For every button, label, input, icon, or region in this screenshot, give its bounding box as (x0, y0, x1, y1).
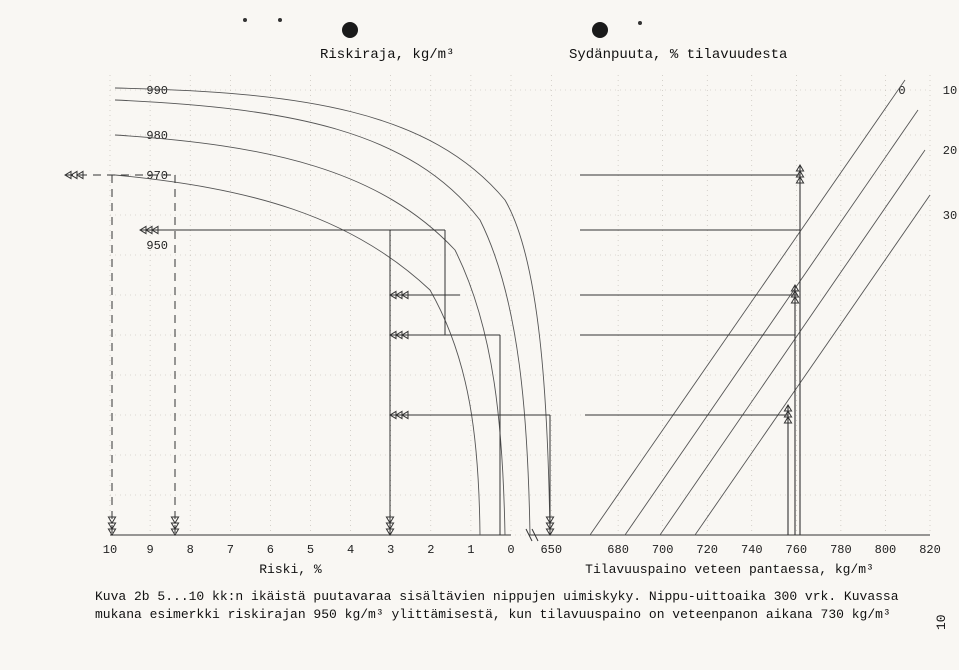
y-label-right: 0 (898, 84, 905, 98)
dot (278, 18, 282, 22)
title-left: Riskiraja, kg/m³ (320, 47, 454, 63)
x-tick-right: 760 (786, 543, 808, 557)
punch-hole (342, 22, 358, 38)
x-tick-left: 10 (103, 543, 117, 557)
x-tick-right: 650 (540, 543, 562, 557)
title-right: Sydänpuuta, % tilavuudesta (569, 47, 787, 63)
y-label-left: 990 (146, 84, 168, 98)
x-tick-right: 740 (741, 543, 763, 557)
x-tick-right: 700 (652, 543, 674, 557)
y-label-left: 980 (146, 129, 168, 143)
x-tick-left: 1 (467, 543, 474, 557)
x-tick-right: 800 (875, 543, 897, 557)
x-tick-right: 820 (919, 543, 941, 557)
y-label-right: 10 (943, 84, 957, 98)
y-label-right: 30 (943, 209, 957, 223)
x-tick-left: 7 (227, 543, 234, 557)
x-tick-left: 4 (347, 543, 354, 557)
caption-line: Kuva 2b 5...10 kk:n ikäistä puutavaraa s… (95, 589, 899, 604)
x-tick-right: 780 (830, 543, 852, 557)
x-tick-right: 720 (696, 543, 718, 557)
x-tick-left: 3 (387, 543, 394, 557)
x-tick-left: 0 (507, 543, 514, 557)
x-tick-left: 5 (307, 543, 314, 557)
x-label-right: Tilavuuspaino veteen pantaessa, kg/m³ (585, 562, 874, 577)
page-number: 10 (934, 614, 949, 630)
x-tick-right: 680 (607, 543, 629, 557)
x-tick-left: 8 (187, 543, 194, 557)
nomogram-chart: 109876543210650680700720740760780800820R… (0, 0, 959, 670)
x-tick-left: 2 (427, 543, 434, 557)
caption-line: mukana esimerkki riskirajan 950 kg/m³ yl… (95, 607, 891, 622)
y-label-left: 950 (146, 239, 168, 253)
x-tick-left: 6 (267, 543, 274, 557)
y-label-right: 20 (943, 144, 957, 158)
x-label-left: Riski, % (259, 562, 322, 577)
dot (638, 21, 642, 25)
punch-hole (592, 22, 608, 38)
x-tick-left: 9 (146, 543, 153, 557)
dot (243, 18, 247, 22)
